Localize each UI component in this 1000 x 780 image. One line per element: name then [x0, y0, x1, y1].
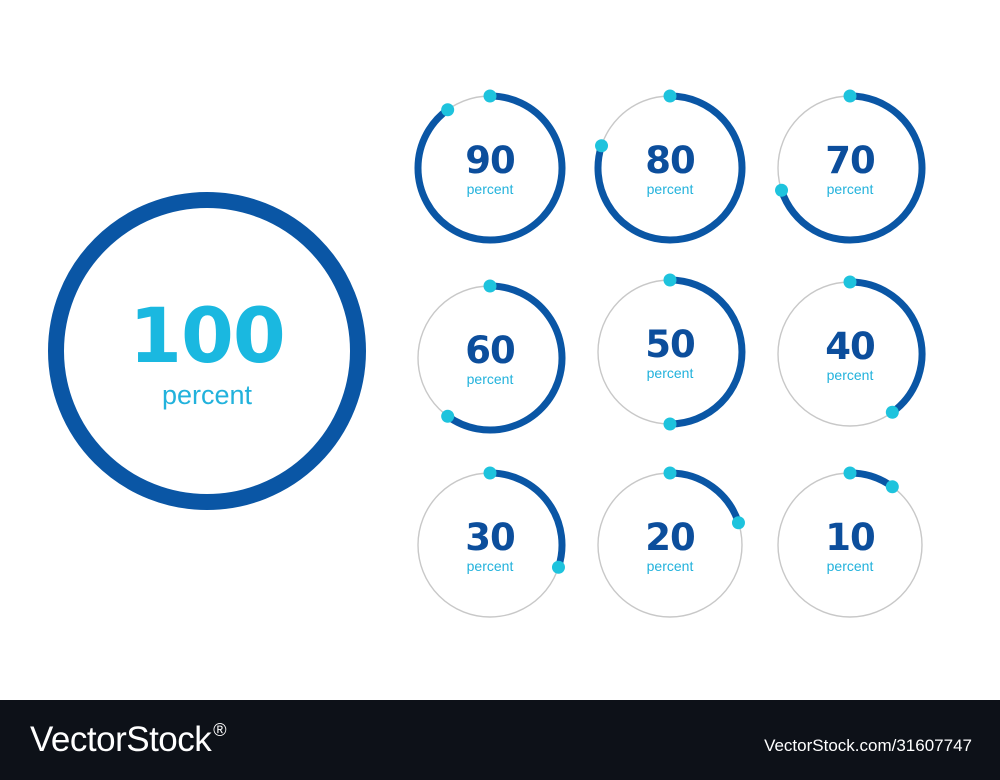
gauge-value: 20 — [645, 516, 696, 559]
gauge-40: 40 percent — [772, 275, 928, 432]
gauge-value: 90 — [465, 139, 516, 182]
gauge-ring — [48, 192, 366, 510]
gauge-ring — [414, 89, 566, 244]
gauge-value: 10 — [825, 516, 876, 559]
gauge-arc — [414, 92, 566, 244]
gauge-end-dot — [595, 139, 609, 153]
gauge-value: 50 — [645, 323, 696, 366]
gauge-start-dot — [843, 89, 857, 103]
gauge-ring — [597, 466, 745, 618]
gauge-arc — [778, 92, 926, 244]
gauge-start-dot — [843, 466, 857, 480]
gauge-arc — [849, 469, 895, 490]
gauge-end-dot — [731, 516, 745, 530]
gauge-start-dot — [483, 466, 497, 480]
gauge-unit: percent — [161, 380, 253, 410]
registered-mark: ® — [213, 720, 227, 740]
infographic-canvas: 100 percent 90 percent 80 percent 70 per… — [48, 89, 928, 623]
gauge-end-dot — [551, 560, 565, 574]
gauge-ring — [417, 279, 566, 434]
gauge-end-dot — [885, 405, 899, 419]
gauge-unit: percent — [646, 365, 694, 381]
gauge-100: 100 percent — [48, 192, 366, 510]
gauge-unit: percent — [646, 181, 694, 197]
gauge-end-dot — [441, 409, 455, 423]
gauge-20: 20 percent — [592, 466, 748, 623]
gauge-end-dot — [441, 103, 455, 117]
image-url: VectorStock.com/31607747 — [764, 736, 972, 755]
gauge-value: 70 — [825, 139, 876, 182]
gauge-50: 50 percent — [592, 273, 748, 431]
gauge-30: 30 percent — [412, 466, 568, 623]
gauge-arc — [594, 92, 746, 244]
gauge-arc — [489, 469, 566, 569]
gauge-60: 60 percent — [412, 279, 568, 436]
gauge-start-dot — [483, 279, 497, 293]
gauge-unit: percent — [466, 371, 514, 387]
gauge-ring — [777, 466, 923, 618]
logo-text: VectorStock — [30, 720, 212, 759]
gauge-unit: percent — [646, 558, 694, 574]
gauge-value: 40 — [825, 325, 876, 368]
gauge-arc — [669, 469, 742, 524]
gauge-ring — [775, 89, 926, 244]
gauge-80: 80 percent — [592, 89, 748, 246]
gauge-ring — [777, 275, 926, 427]
gauge-10: 10 percent — [772, 466, 928, 623]
gauge-start-dot — [663, 89, 677, 103]
gauge-ring — [597, 273, 746, 431]
gauge-unit: percent — [826, 367, 874, 383]
gauge-end-dot — [663, 417, 677, 431]
vectorstock-logo: VectorStock ® — [30, 720, 227, 760]
gauge-start-dot — [483, 89, 497, 103]
gauge-unit: percent — [826, 558, 874, 574]
gauge-unit: percent — [466, 558, 514, 574]
gauge-90: 90 percent — [412, 89, 568, 246]
gauge-value: 60 — [465, 329, 516, 372]
gauge-start-dot — [663, 466, 677, 480]
gauge-arc — [669, 276, 746, 428]
gauge-arc — [849, 278, 926, 416]
gauge-end-dot — [775, 183, 789, 197]
gauge-value: 30 — [465, 516, 516, 559]
gauge-start-dot — [843, 275, 857, 289]
gauge-unit: percent — [826, 181, 874, 197]
watermark-footer: VectorStock ® VectorStock.com/31607747 — [0, 700, 1000, 780]
gauge-arc — [445, 282, 566, 434]
gauge-start-dot — [663, 273, 677, 287]
gauge-ring — [417, 466, 566, 618]
gauge-arc — [48, 192, 366, 510]
gauge-value: 80 — [645, 139, 696, 182]
gauge-end-dot — [885, 480, 899, 494]
gauge-unit: percent — [466, 181, 514, 197]
gauge-ring — [594, 89, 746, 244]
gauge-value: 100 — [129, 291, 286, 380]
gauge-70: 70 percent — [772, 89, 928, 246]
